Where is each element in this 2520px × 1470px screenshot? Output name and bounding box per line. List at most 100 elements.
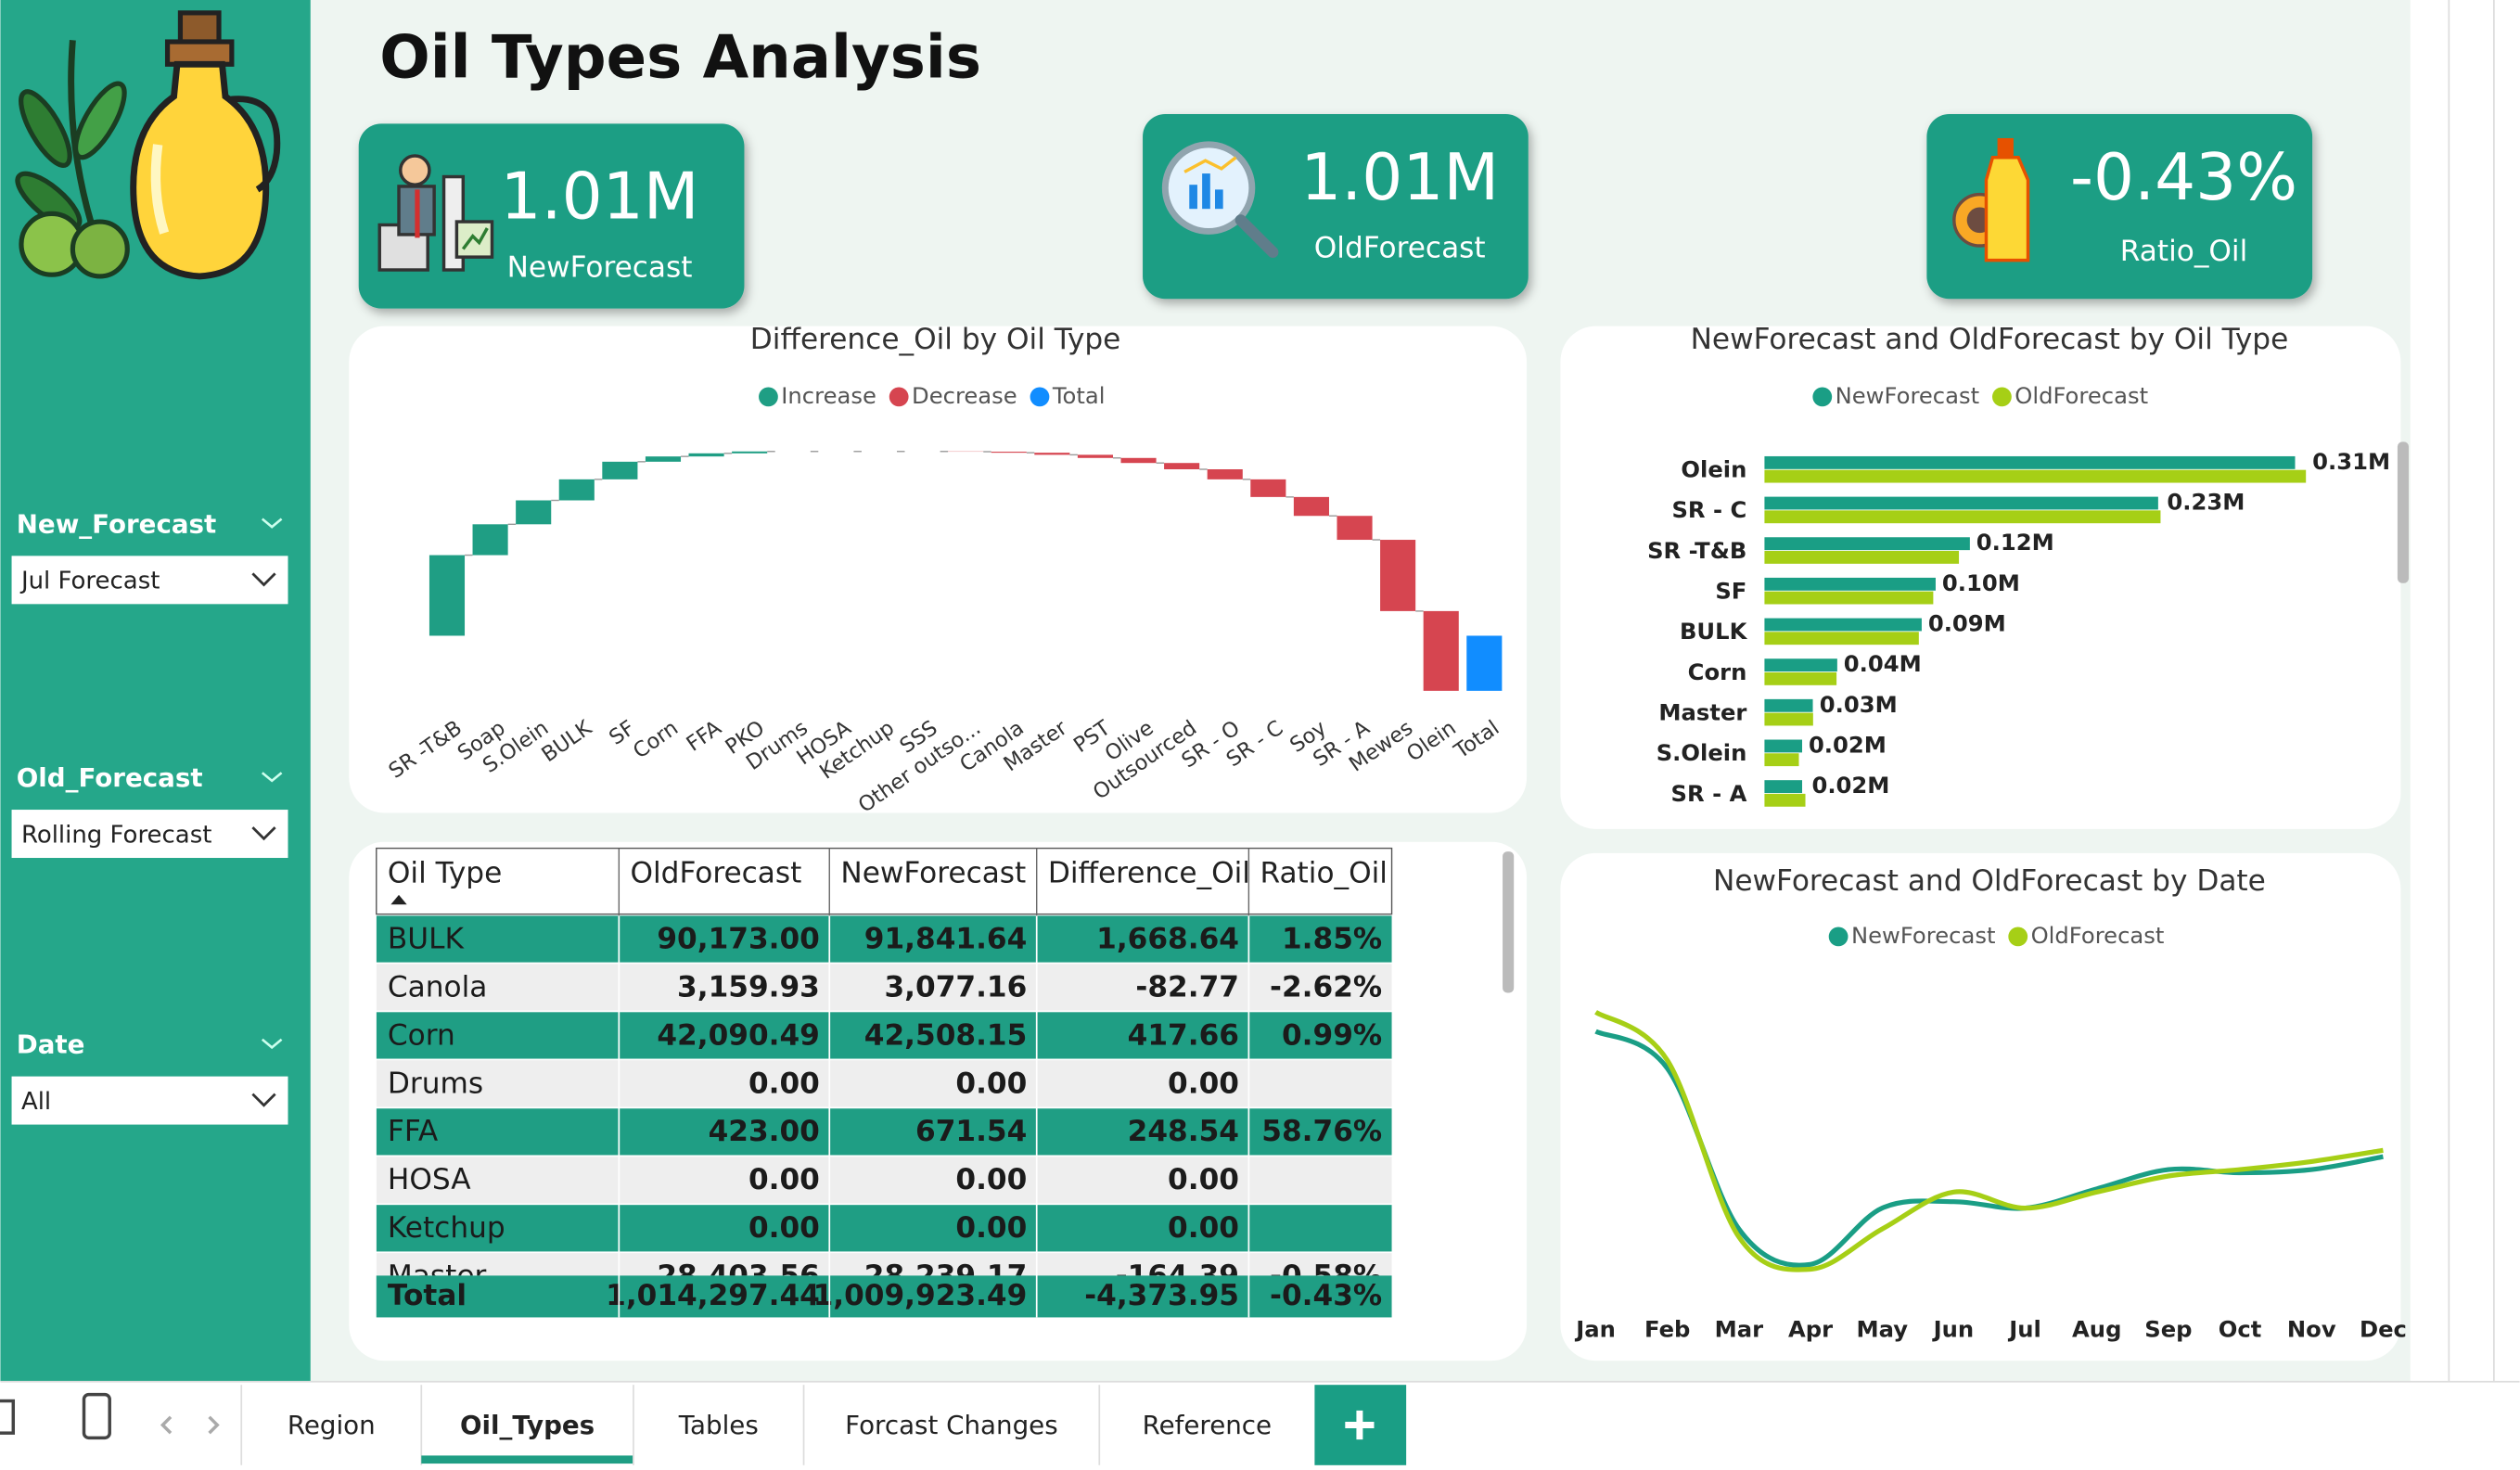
table-cell: 90,173.00 — [657, 922, 820, 955]
card-icon — [377, 154, 494, 272]
y-tick-label: Corn — [1688, 658, 1747, 685]
panel — [349, 326, 1528, 813]
bar — [1423, 610, 1459, 691]
table-cell: -0.58% — [1270, 1259, 1382, 1293]
card-label: Ratio_Oil — [2120, 235, 2247, 268]
bar — [1120, 457, 1157, 464]
x-tick-label: Feb — [1644, 1315, 1690, 1342]
data-label: 0.23M — [2167, 489, 2245, 516]
y-tick-label: SR -T&B — [1647, 537, 1746, 564]
slicer-dropdown[interactable] — [11, 1076, 288, 1125]
y-tick-label: BULK — [1680, 618, 1748, 645]
table-cell: 1,014,297.44 — [606, 1279, 820, 1312]
card-icon — [1161, 141, 1279, 259]
table-cell: -82.77 — [1135, 970, 1239, 1003]
x-tick-label: May — [1856, 1315, 1908, 1342]
legend-label: NewForecast — [1851, 922, 1996, 949]
dropdown-chevron — [251, 1093, 276, 1107]
tab[interactable]: Reference — [1143, 1410, 1273, 1440]
bar — [1764, 591, 1934, 605]
slicer-chevron — [261, 772, 283, 783]
table-cell: -2.62% — [1270, 970, 1382, 1003]
legend-marker — [2008, 927, 2028, 947]
line — [1594, 1010, 2384, 1272]
bar — [1466, 635, 1503, 691]
bar — [472, 524, 508, 556]
legend-label: OldForecast — [2015, 382, 2148, 409]
x-tick-label: Nov — [2287, 1315, 2336, 1342]
table-cell: -164.39 — [1116, 1259, 1239, 1293]
table-cell: Ketchup — [388, 1211, 505, 1245]
scrollbar[interactable] — [1503, 851, 1515, 993]
bar — [732, 451, 768, 454]
scrollbar[interactable] — [2397, 441, 2410, 583]
desktop-icon[interactable] — [0, 1399, 16, 1435]
prev-page[interactable] — [160, 1415, 173, 1435]
table-cell: -0.43% — [1270, 1279, 1382, 1312]
bar — [1764, 577, 1936, 591]
slicer-chevron — [261, 518, 283, 529]
table-cell: 28,239.17 — [864, 1259, 1028, 1293]
legend-marker — [1030, 387, 1050, 407]
data-label: 0.09M — [1928, 609, 2006, 636]
table-cell: 1,009,923.49 — [813, 1279, 1028, 1312]
x-tick-label: Dec — [2360, 1315, 2407, 1342]
bar — [1764, 698, 1813, 712]
table-cell: 1.85% — [1282, 922, 1382, 955]
tab[interactable]: Forcast Changes — [845, 1410, 1057, 1440]
sort-arrow — [390, 894, 407, 905]
bar — [1034, 453, 1070, 455]
bar — [1077, 454, 1113, 458]
dropdown-chevron — [251, 826, 276, 841]
add-icon — [1345, 1410, 1375, 1440]
table-cell: 42,090.49 — [657, 1018, 820, 1052]
bar — [1764, 496, 2158, 510]
table-body: BULK 90,173.00 91,841.64 1,668.64 1.85% Canol… — [376, 915, 1392, 1293]
tab[interactable]: Region — [288, 1410, 376, 1440]
bar — [991, 452, 1027, 454]
bar — [1207, 469, 1243, 479]
bar — [1764, 632, 1919, 646]
data-label: 0.12M — [1976, 529, 2054, 556]
chart-title: NewForecast and OldForecast by Date — [1713, 864, 2266, 898]
bar — [1764, 469, 2307, 483]
table-cell: 0.00 — [955, 1211, 1027, 1245]
tab[interactable]: Oil_Types — [460, 1410, 595, 1440]
bar — [1764, 537, 1970, 551]
x-tick-label: Sep — [2144, 1315, 2192, 1342]
table-row — [376, 1253, 1392, 1276]
table-row — [376, 1157, 1392, 1204]
tab[interactable]: Tables — [678, 1410, 759, 1440]
table-cell: 3,159.93 — [677, 970, 820, 1003]
table-cell: 0.00 — [748, 1067, 820, 1100]
data-label: 0.02M — [1811, 772, 1889, 799]
x-tick-label: Aug — [2072, 1315, 2121, 1342]
bar — [429, 555, 466, 636]
table-cell: 0.00 — [1168, 1211, 1239, 1245]
legend-label: OldForecast — [2031, 922, 2165, 949]
table-header — [376, 847, 1393, 915]
mobile-icon[interactable] — [82, 1392, 111, 1440]
bar — [1764, 658, 1837, 672]
x-tick-label: Jul — [2007, 1315, 2041, 1342]
y-tick-label: SF — [1715, 578, 1746, 605]
legend-label: Increase — [781, 382, 876, 409]
slicer-value: Rolling Forecast — [21, 821, 212, 849]
active-tab-indicator — [421, 1455, 633, 1464]
table-row — [376, 1012, 1392, 1059]
next-page[interactable] — [208, 1415, 220, 1435]
logo — [15, 10, 281, 280]
table-cell: -4,373.95 — [1084, 1279, 1239, 1312]
card-value: 1.01M — [1300, 141, 1499, 215]
x-tick-label: Apr — [1788, 1315, 1833, 1342]
bar — [1764, 671, 1837, 685]
slicer-label: Date — [17, 1029, 85, 1060]
slicer-dropdown[interactable] — [11, 556, 288, 605]
bar — [1764, 618, 1922, 632]
bar — [688, 453, 724, 457]
data-label: 0.10M — [1942, 569, 2020, 596]
bar — [1250, 479, 1286, 497]
slicer-dropdown[interactable] — [11, 810, 288, 859]
